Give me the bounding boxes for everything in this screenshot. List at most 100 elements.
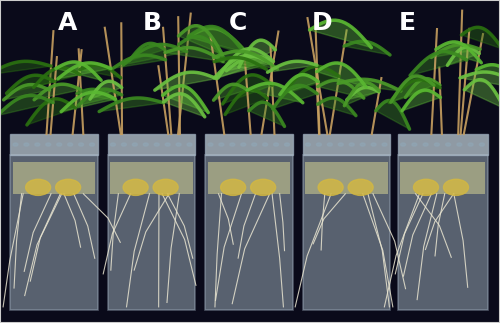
Polygon shape [178,36,224,59]
Polygon shape [239,40,276,67]
Circle shape [46,143,51,146]
Polygon shape [80,65,121,78]
Polygon shape [391,76,434,102]
Circle shape [165,143,170,146]
Bar [302,155,390,310]
Polygon shape [34,68,80,87]
Polygon shape [214,57,266,69]
Bar [12,162,95,194]
Polygon shape [188,26,246,55]
Polygon shape [99,98,164,111]
Polygon shape [178,26,222,55]
Text: A: A [58,11,77,35]
Polygon shape [78,89,122,105]
Circle shape [371,143,376,146]
Circle shape [144,143,148,146]
Circle shape [262,143,268,146]
Polygon shape [268,61,317,72]
Circle shape [468,143,473,146]
Circle shape [154,143,159,146]
Circle shape [123,179,148,195]
Bar [305,162,388,194]
Polygon shape [338,79,401,91]
Polygon shape [310,20,372,48]
Circle shape [349,143,354,146]
Polygon shape [476,65,500,79]
Circle shape [328,143,332,146]
Polygon shape [226,56,274,71]
Polygon shape [406,78,440,98]
Circle shape [250,179,276,195]
Circle shape [208,143,213,146]
Polygon shape [318,98,356,116]
Polygon shape [214,84,247,100]
Polygon shape [0,96,53,116]
Circle shape [122,143,126,146]
Circle shape [153,179,178,195]
Circle shape [423,143,428,146]
Circle shape [284,143,290,146]
Circle shape [252,143,256,146]
Polygon shape [432,45,480,57]
Circle shape [110,143,116,146]
Circle shape [480,143,484,146]
Polygon shape [464,80,500,109]
Circle shape [241,143,246,146]
Polygon shape [247,83,303,103]
Circle shape [176,143,181,146]
Bar [208,162,290,194]
Polygon shape [56,62,101,80]
Circle shape [219,143,224,146]
Polygon shape [222,75,272,104]
Polygon shape [77,89,116,101]
Polygon shape [124,45,186,65]
Circle shape [316,143,322,146]
Polygon shape [130,43,165,61]
Polygon shape [165,47,223,62]
Circle shape [68,143,72,146]
Polygon shape [280,75,318,95]
Polygon shape [272,85,317,109]
Polygon shape [390,80,440,102]
Circle shape [274,143,278,146]
Bar [398,155,488,310]
Circle shape [434,143,440,146]
Polygon shape [164,94,205,117]
Polygon shape [113,55,166,68]
Text: B: B [143,11,162,35]
Circle shape [348,179,373,195]
Circle shape [306,143,310,146]
Polygon shape [0,61,51,75]
Text: D: D [312,11,333,35]
Circle shape [56,179,80,195]
Polygon shape [188,28,247,53]
Polygon shape [90,81,122,99]
Bar [400,162,485,194]
Circle shape [220,179,246,195]
Polygon shape [6,75,55,93]
Circle shape [230,143,235,146]
Polygon shape [61,92,116,112]
Circle shape [26,179,50,195]
Polygon shape [4,85,50,100]
Polygon shape [27,99,76,125]
Circle shape [78,143,84,146]
Polygon shape [344,41,390,55]
Circle shape [318,179,343,195]
Polygon shape [347,88,379,100]
Polygon shape [249,102,284,126]
Bar [10,134,98,155]
Polygon shape [448,47,480,65]
Text: C: C [228,11,246,35]
Polygon shape [155,72,216,90]
Circle shape [457,143,462,146]
Bar [108,155,195,310]
Polygon shape [283,67,339,95]
Circle shape [187,143,192,146]
Polygon shape [162,86,208,113]
Polygon shape [316,63,366,87]
Polygon shape [214,51,278,69]
Bar [10,155,98,310]
Polygon shape [436,42,482,63]
Circle shape [446,143,450,146]
